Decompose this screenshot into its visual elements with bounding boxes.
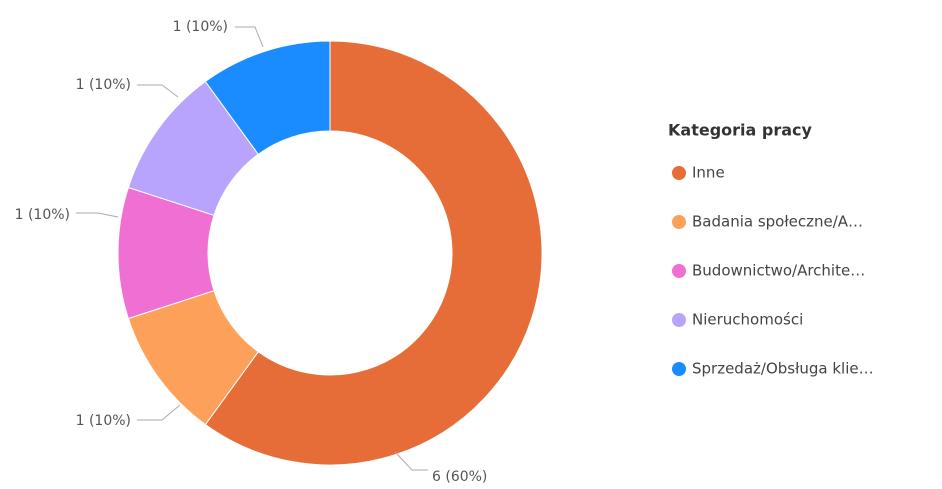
legend-label: Budownictwo/Archite… — [692, 262, 865, 280]
legend-marker — [672, 313, 686, 327]
legend-marker — [672, 362, 686, 376]
leader-line — [394, 451, 428, 471]
leader-line — [137, 404, 181, 421]
legend-label: Inne — [692, 164, 725, 182]
leader-line — [76, 212, 119, 218]
data-label: 1 (10%) — [76, 77, 131, 93]
legend-marker — [672, 264, 686, 278]
data-label: 1 (10%) — [76, 413, 131, 429]
legend-label: Nieruchomości — [692, 311, 803, 329]
data-label: 6 (60%) — [432, 469, 487, 485]
legend-marker — [672, 166, 686, 180]
leader-line — [235, 26, 264, 48]
slice — [204, 40, 331, 155]
data-label: 1 (10%) — [15, 207, 70, 223]
legend-title: Kategoria pracy — [668, 121, 813, 140]
legend-marker — [672, 215, 686, 229]
data-label: 1 (10%) — [173, 19, 228, 35]
legend-label: Sprzedaż/Obsługa klie… — [692, 360, 874, 378]
slice — [204, 40, 543, 466]
leader-line — [137, 84, 179, 98]
legend-label: Badania społeczne/A… — [692, 213, 863, 231]
